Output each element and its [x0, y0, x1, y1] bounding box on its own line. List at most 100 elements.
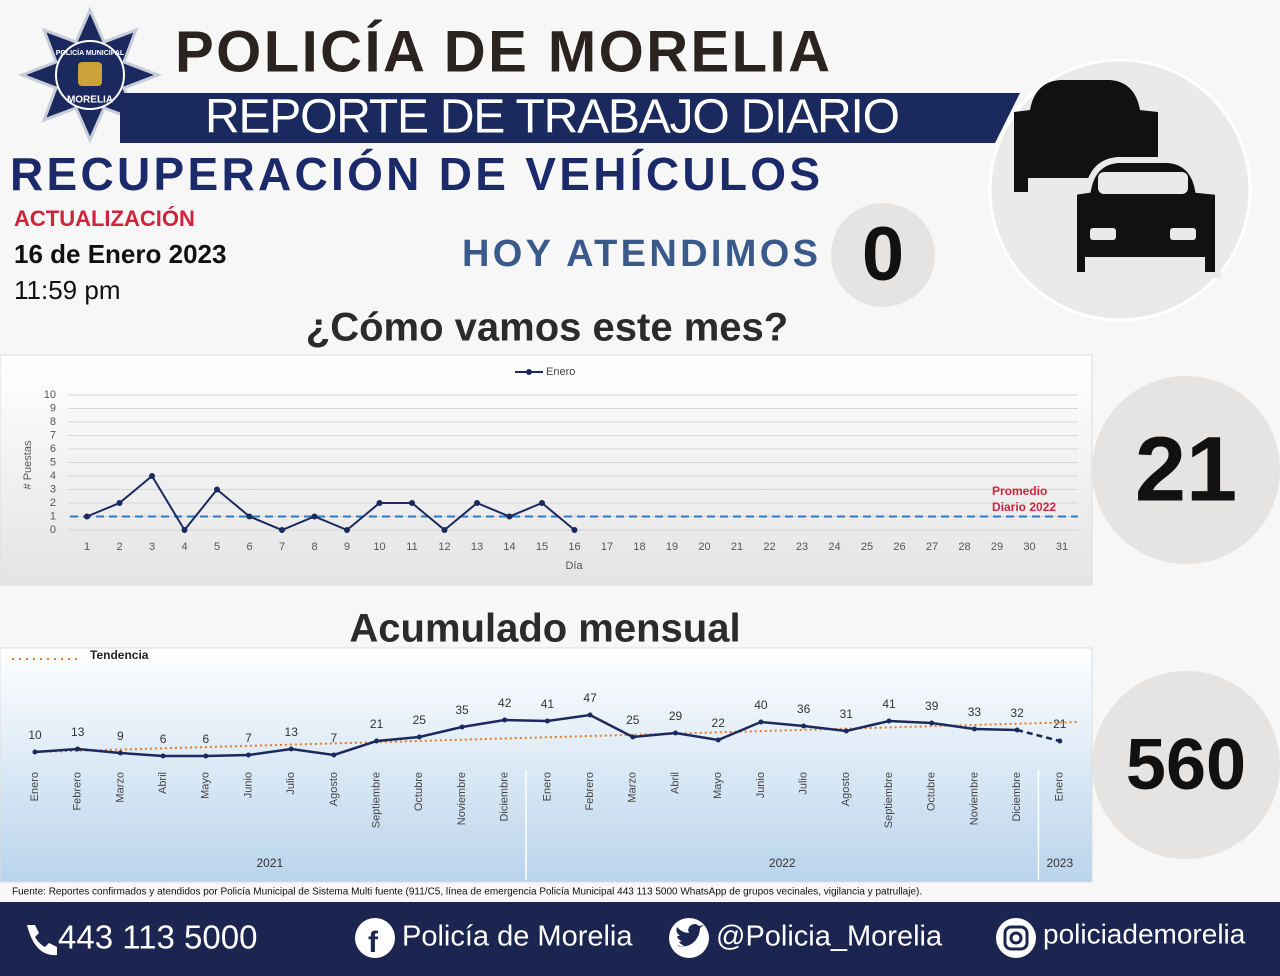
subtitle: REPORTE DE TRABAJO DIARIO [205, 91, 900, 144]
x-tick-label: Agosto [328, 772, 340, 806]
data-label: 41 [541, 697, 555, 711]
data-label: 13 [71, 725, 85, 739]
x-tick-label: 26 [893, 541, 905, 553]
instagram-lens [1009, 931, 1023, 945]
point [506, 513, 513, 520]
x-tick-label: Septiembre [371, 772, 383, 828]
point [374, 738, 380, 744]
data-label: 39 [925, 699, 939, 713]
point [279, 527, 285, 533]
x-tick-label: 28 [958, 541, 970, 553]
data-label: 21 [370, 717, 384, 731]
point [116, 500, 123, 506]
x-tick-label: 3 [149, 541, 155, 553]
x-tick-label: Octubre [413, 772, 425, 811]
x-tick-label: 23 [796, 541, 808, 553]
point [971, 726, 977, 732]
line [34, 713, 1018, 758]
footer-bar [0, 902, 1280, 976]
point [214, 486, 220, 493]
cumulative-heading: Acumulado mensual [349, 607, 740, 651]
group-label: 2023 [1046, 856, 1073, 870]
x-tick-label: Enero [1054, 772, 1066, 801]
data-label: 22 [712, 716, 726, 730]
instagram: policiademorelia [1043, 918, 1246, 949]
facebook-glyph: f [368, 926, 379, 959]
data-label: 6 [160, 732, 167, 746]
x-tick-label: Julio [798, 772, 810, 795]
point [149, 473, 155, 479]
point [203, 753, 209, 759]
y-tick-label: 8 [50, 416, 56, 428]
line [86, 474, 576, 532]
point [376, 500, 383, 506]
point [84, 513, 90, 520]
data-label: 42 [498, 696, 512, 710]
x-tick-label: 30 [1023, 541, 1035, 553]
data-label: 47 [583, 691, 597, 705]
x-tick-label: 16 [568, 541, 580, 553]
point [539, 500, 545, 506]
point [715, 737, 721, 743]
month-circle [1092, 376, 1280, 564]
x-tick-label: 25 [861, 541, 873, 553]
point [117, 750, 123, 756]
x-tick-label: Febrero [584, 772, 596, 811]
instagram-glyph [1003, 925, 1029, 951]
logo-bottom: MORELIA [67, 95, 113, 106]
data-label: 7 [245, 731, 252, 745]
data-label: 35 [455, 703, 469, 717]
point [416, 734, 422, 740]
x-tick-label: 19 [666, 541, 678, 553]
x-tick-label: 1 [84, 541, 90, 553]
y-tick-label: 9 [50, 402, 56, 414]
facebook-icon [355, 918, 395, 958]
x-axis-label: Día [565, 560, 583, 572]
point [1014, 727, 1020, 733]
point [929, 720, 935, 726]
point [886, 718, 892, 724]
y-tick-label: 3 [50, 483, 56, 495]
x-tick-label: Enero [29, 772, 41, 801]
x-tick-label: Mayo [712, 772, 724, 799]
legend-label: Enero [546, 366, 575, 378]
y-tick-label: 2 [50, 497, 56, 509]
x-tick-label: Septiembre [883, 772, 895, 828]
point [843, 728, 849, 734]
x-tick-label: 13 [471, 541, 483, 553]
point [544, 718, 550, 724]
data-label: 9 [117, 729, 124, 743]
point [160, 753, 166, 759]
reference-label: Promedio [992, 484, 1047, 498]
point [801, 723, 807, 729]
x-tick-label: 14 [503, 541, 515, 553]
y-tick-label: 4 [50, 470, 56, 482]
point [75, 746, 81, 752]
twitter: @Policia_Morelia [716, 921, 943, 953]
data-label: 25 [413, 713, 427, 727]
x-tick-label: 27 [926, 541, 938, 553]
x-tick-label: Diciembre [1011, 772, 1023, 822]
data-label: 41 [882, 697, 896, 711]
y-axis-label: # Puestas [22, 440, 34, 489]
data-label: 32 [1010, 706, 1024, 720]
point [459, 724, 465, 730]
y-tick-label: 7 [50, 429, 56, 441]
point [331, 752, 337, 758]
point [344, 527, 350, 533]
group-label: 2021 [256, 856, 283, 870]
legend-label: Tendencia [90, 648, 149, 662]
today-label: HOY ATENDIMOS [462, 233, 818, 275]
update-label: ACTUALIZACIÓN [14, 206, 195, 231]
point [571, 527, 578, 533]
point [246, 513, 253, 520]
facebook: Policía de Morelia [402, 921, 633, 953]
point [311, 513, 318, 520]
data-label: 31 [840, 707, 854, 721]
daily-chart-frame [0, 354, 1093, 586]
data-label: 10 [28, 728, 42, 742]
x-tick-label: 31 [1056, 541, 1068, 553]
x-tick-label: 2 [116, 541, 122, 553]
point [1057, 738, 1063, 744]
